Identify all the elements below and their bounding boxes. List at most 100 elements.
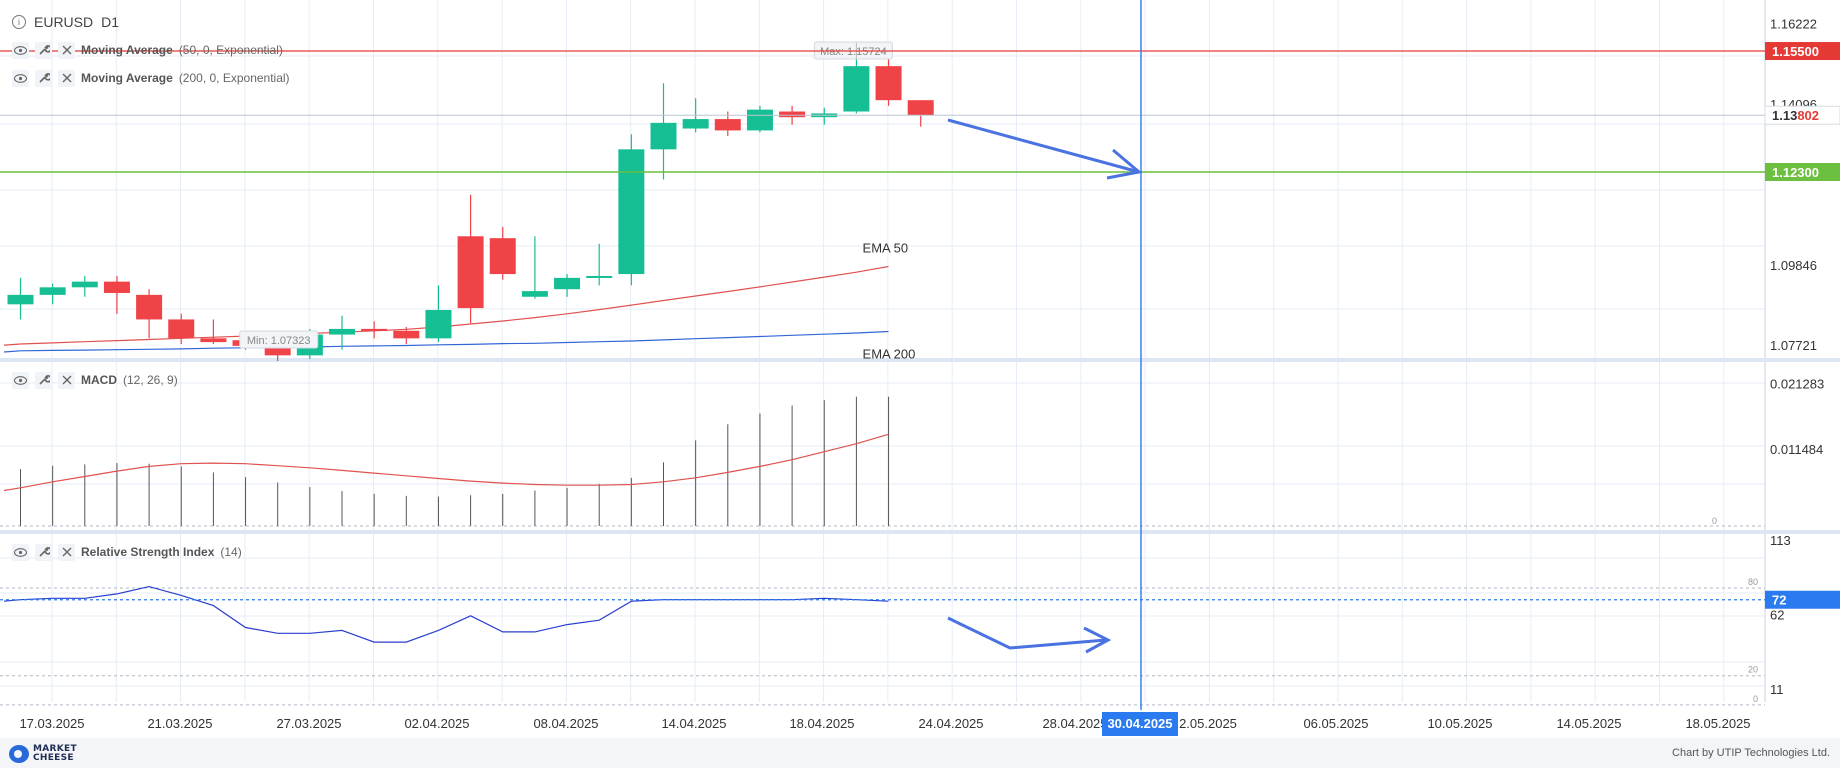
candle-bearish (361, 328, 388, 331)
indicator-name: Moving Average (81, 43, 173, 57)
ema200-line (3, 330, 889, 353)
candle-bullish (554, 277, 581, 290)
x-tick-label: 24.04.2025 (918, 716, 983, 731)
price-tick-label: 1.16222 (1770, 17, 1817, 32)
macd-signal-line (3, 433, 889, 492)
resistance-badge (1765, 42, 1840, 61)
wrench-icon[interactable] (35, 69, 52, 87)
candle-bullish (329, 328, 355, 335)
candle-bullish (7, 294, 34, 305)
x-tick-label: 14.05.2025 (1556, 716, 1621, 731)
ema50-label: EMA 50 (863, 241, 909, 256)
candle-bearish (200, 338, 227, 343)
x-tick-label: 18.04.2025 (789, 716, 854, 731)
forecast-arrow-rsi (947, 616, 1107, 650)
current-price-major: 1.13 (1772, 108, 1797, 123)
candle-bullish (618, 149, 645, 275)
rsi-panel: 80 20 0 (0, 577, 1765, 706)
legend-ema50: Moving Average (50, 0, Exponential) (12, 41, 283, 59)
footer: MARKET CHEESE Chart by UTIP Technologies… (0, 738, 1840, 768)
x-tick-label: 06.05.2025 (1303, 716, 1368, 731)
x-tick-label: 27.03.2025 (276, 716, 341, 731)
eye-icon[interactable] (12, 371, 29, 389)
indicator-params: (12, 26, 9) (123, 373, 178, 387)
rsi-level-label: 0 (1753, 694, 1758, 704)
macd-tick-label: 0.011484 (1770, 442, 1823, 457)
candle-bullish (843, 66, 870, 112)
indicator-name: MACD (81, 373, 117, 387)
rsi-tick-label: 113 (1770, 533, 1791, 548)
chart-credit[interactable]: Chart by UTIP Technologies Ltd. (1672, 747, 1830, 759)
candle-bearish (875, 66, 902, 101)
axes: 1.162221.098461.077211.140961.155001.123… (19, 17, 1840, 736)
candle-bullish (521, 291, 548, 297)
candle-bearish (393, 330, 420, 339)
date-marker-label: 30.04.2025 (1107, 716, 1172, 731)
x-tick-label: 10.05.2025 (1427, 716, 1492, 731)
legend-rsi: Relative Strength Index (14) (12, 543, 242, 561)
x-tick-label: 21.03.2025 (147, 716, 212, 731)
candle-bullish (682, 119, 709, 129)
wrench-icon[interactable] (35, 371, 52, 389)
candle-bearish (907, 100, 934, 116)
indicator-name: Relative Strength Index (81, 545, 215, 559)
close-icon[interactable] (58, 41, 75, 59)
resistance-label: 1.15500 (1772, 44, 1819, 59)
close-icon[interactable] (58, 371, 75, 389)
rsi-current-badge (1765, 590, 1840, 609)
price-panel: EMA 50 EMA 200 Max: 1.15724 Min: 1.07323 (3, 41, 934, 362)
candle-bearish (168, 319, 195, 339)
candle-bullish (71, 281, 98, 288)
candle-bearish (264, 345, 291, 356)
current-price-minor: 802 (1797, 108, 1819, 123)
rsi-tick-label: 62 (1770, 607, 1784, 622)
forecast-arrow-price-head (1106, 148, 1143, 180)
candle-bearish (457, 236, 484, 309)
x-tick-label: 08.04.2025 (533, 716, 598, 731)
price-tick-label: 1.09846 (1770, 258, 1817, 273)
rsi-level-label: 80 (1748, 577, 1758, 587)
indicator-name: Moving Average (81, 71, 173, 85)
cheese-logo-icon (9, 745, 29, 763)
legend-macd: MACD (12, 26, 9) (12, 371, 178, 389)
support-label: 1.12300 (1772, 165, 1819, 180)
indicator-params: (200, 0, Exponential) (178, 71, 290, 85)
panel-dividers (0, 358, 1840, 534)
brand-line-2: CHEESE (33, 753, 74, 763)
brand-logo[interactable]: MARKET CHEESE (9, 745, 77, 763)
candle-bearish (714, 119, 741, 131)
candle-bullish (586, 275, 613, 278)
brand-name: MARKET CHEESE (33, 745, 77, 763)
x-tick-label: 02.04.2025 (404, 716, 469, 731)
symbol-name[interactable]: EURUSD (34, 14, 94, 30)
candle-bullish (650, 122, 677, 150)
min-annotation-box (239, 330, 319, 349)
x-tick-label: 28.04.2025 (1042, 716, 1107, 731)
close-icon[interactable] (58, 543, 75, 561)
wrench-icon[interactable] (35, 543, 52, 561)
eye-icon[interactable] (12, 69, 29, 87)
eye-icon[interactable] (12, 41, 29, 59)
candle-bearish (103, 281, 130, 293)
x-tick-label: 17.03.2025 (19, 716, 84, 731)
wrench-icon[interactable] (35, 41, 52, 59)
forecast-arrow-price (947, 118, 1140, 174)
panel-divider[interactable] (0, 530, 1840, 534)
close-icon[interactable] (58, 69, 75, 87)
x-tick-label: 18.05.2025 (1685, 716, 1750, 731)
drawings (0, 0, 1765, 710)
symbol-header: i EURUSD D1 (12, 14, 119, 30)
rsi-level-label: 20 (1748, 665, 1758, 675)
indicator-params: (14) (220, 545, 242, 559)
info-icon[interactable]: i (12, 15, 26, 29)
candle-bearish (136, 294, 163, 320)
min-annotation: Min: 1.07323 (247, 335, 311, 347)
panel-divider[interactable] (0, 358, 1840, 362)
price-tick-label: 1.07721 (1770, 338, 1817, 353)
rsi-tick-label: 11 (1770, 682, 1784, 697)
eye-icon[interactable] (12, 543, 29, 561)
symbol-timeframe[interactable]: D1 (101, 14, 120, 30)
macd-tick-label: 0 (1712, 516, 1717, 526)
